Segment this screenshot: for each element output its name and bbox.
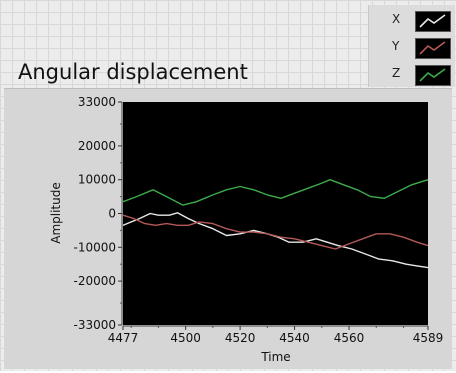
legend-line-icon-x (419, 14, 446, 28)
y-tick-label: 33000 (78, 95, 116, 109)
y-tick-label: 20000 (78, 139, 116, 153)
x-tick-label: 4589 (413, 331, 444, 345)
y-tick-label: -33000 (73, 318, 116, 332)
legend-swatch-y[interactable] (415, 38, 451, 59)
legend-label-z: Z (392, 66, 401, 80)
waveform-graph: 33000 20000 10000 0 -10000 -20000 -33000 4477 4… (4, 88, 452, 369)
series-layer (122, 178, 429, 269)
legend-entry-z[interactable]: Z (369, 62, 455, 88)
chart-title: Angular displacement (18, 60, 248, 84)
legend-entry-y[interactable]: Y (369, 35, 455, 61)
x-tick-label: 4500 (170, 331, 201, 345)
x-tick-label: 4520 (225, 331, 256, 345)
plot-legend: X Y Z (368, 5, 455, 87)
x-tick-label: 4477 (108, 331, 139, 345)
legend-line-icon-y (419, 41, 446, 55)
x-tick-label: 4560 (334, 331, 365, 345)
y-tick-label: 10000 (78, 173, 116, 187)
y-tick-label: -10000 (73, 240, 116, 254)
series-line-y (122, 214, 429, 250)
legend-line-icon-z (419, 68, 446, 82)
series-line-z (122, 178, 429, 206)
plot-area[interactable] (123, 102, 428, 325)
legend-entry-x[interactable]: X (369, 8, 455, 34)
y-tick-label: 0 (108, 207, 116, 221)
x-axis-label: Time (260, 350, 290, 364)
legend-swatch-z[interactable] (415, 65, 451, 86)
legend-label-y: Y (392, 39, 400, 53)
legend-label-x: X (392, 12, 401, 26)
y-axis: 33000 20000 10000 0 -10000 -20000 -33000 (73, 95, 123, 332)
y-axis-label: Amplitude (49, 182, 63, 244)
y-tick-label: -20000 (73, 274, 116, 288)
x-axis: 4477 4500 4520 4540 4560 4589 (108, 325, 444, 345)
legend-swatch-x[interactable] (415, 11, 451, 32)
x-tick-label: 4540 (279, 331, 310, 345)
